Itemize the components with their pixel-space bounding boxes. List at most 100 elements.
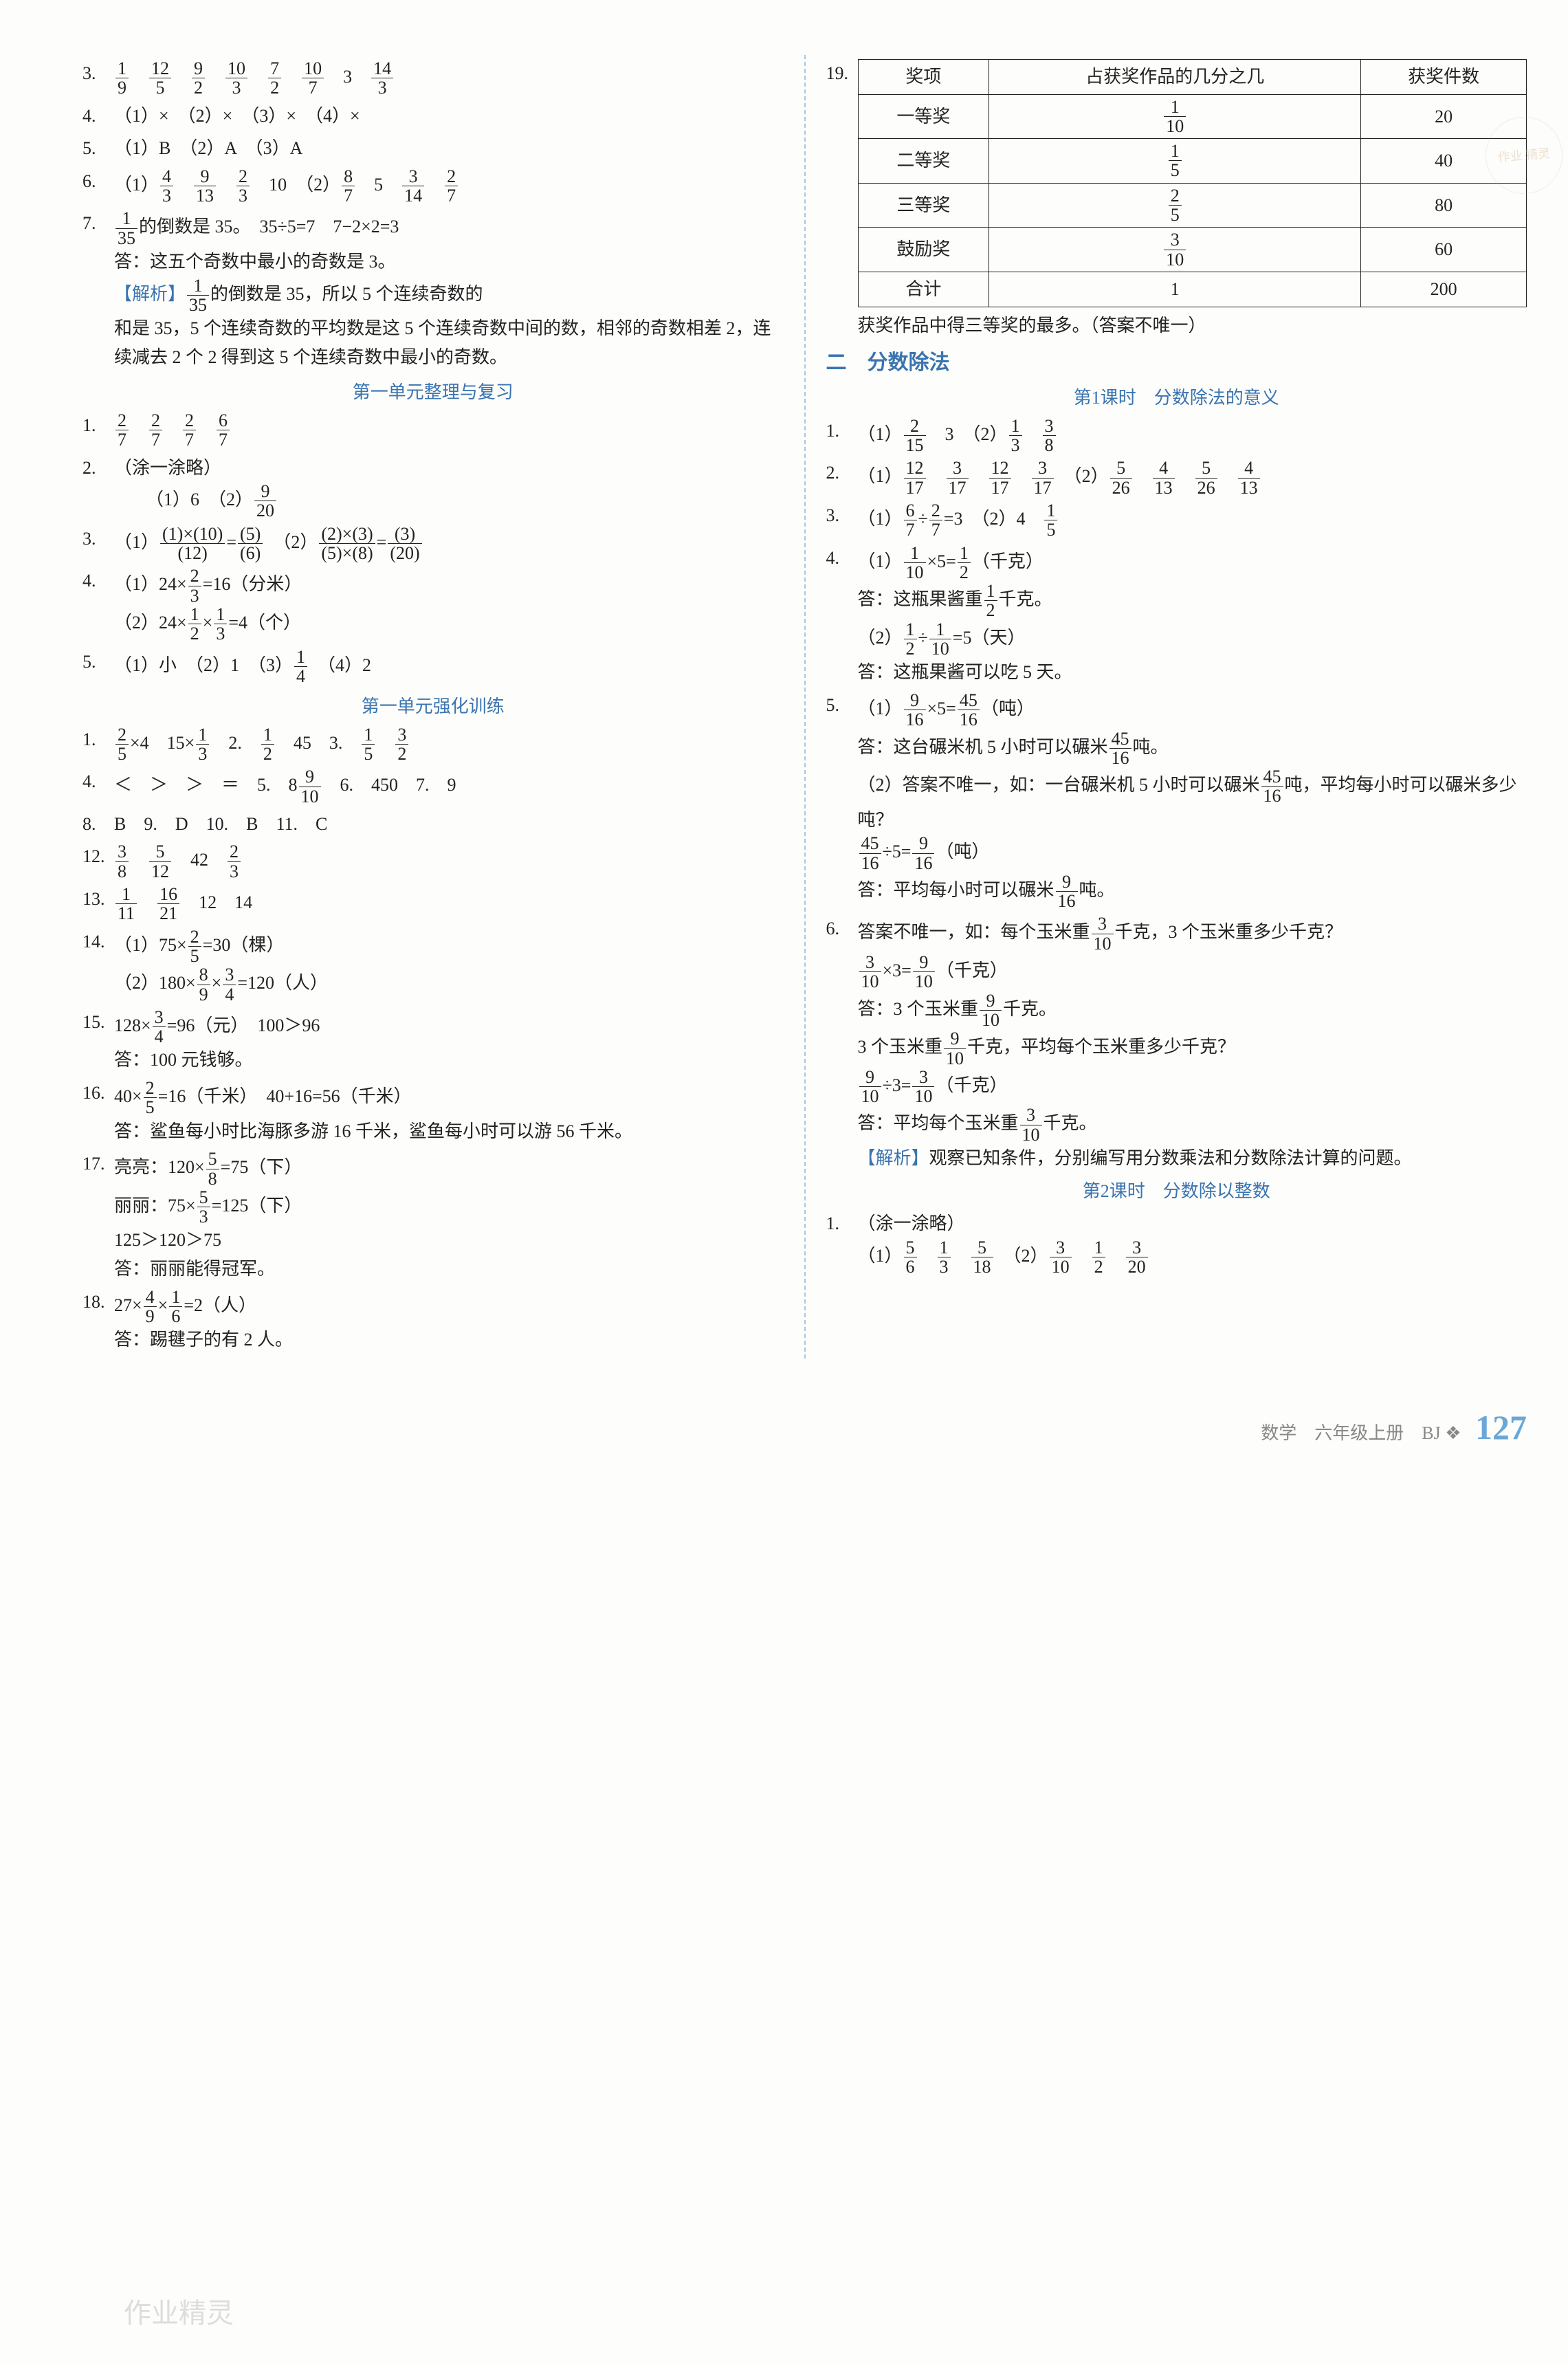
- q6-p1: （1）: [114, 175, 159, 195]
- fraction-denominator: 2: [268, 78, 281, 97]
- s4-text: ＜ ＞ ＞ ＝ 5. 8: [114, 775, 298, 795]
- d4-num: 4.: [826, 544, 858, 573]
- fraction: 413: [1238, 459, 1260, 497]
- fraction-numerator: 9: [912, 834, 934, 853]
- fraction: 12: [261, 725, 274, 764]
- d6-anlabel: 【解析】: [858, 1148, 929, 1168]
- fraction: 910: [913, 953, 935, 991]
- cell: 二等奖: [858, 139, 989, 184]
- fraction-numerator: 1: [984, 582, 997, 601]
- fraction-numerator: 3: [153, 1008, 166, 1027]
- d6-e2m: ÷3=: [883, 1075, 912, 1095]
- d2: 2.（1）1217 317 1217 317 （2）526 413 526 41…: [826, 459, 1527, 497]
- r4-l1b: =16（分米）: [203, 574, 302, 594]
- fraction-denominator: 5: [362, 745, 375, 763]
- d1: 1.（1）215 3 （2）13 38: [826, 417, 1527, 455]
- d5-l3b: （吨）: [936, 842, 989, 861]
- fraction-denominator: 10: [299, 787, 321, 806]
- s14: 14.（1）75×25=30（棵）（2）180×89×34=120（人）: [82, 927, 784, 1004]
- fraction: 4516: [1261, 767, 1283, 806]
- d6-e1m: ×3=: [883, 960, 912, 980]
- fraction-numerator: 9: [944, 1029, 966, 1048]
- fraction-denominator: 10: [1020, 1125, 1042, 1144]
- fraction: 25: [115, 725, 129, 764]
- fraction-denominator: 26: [1110, 479, 1132, 497]
- fraction-numerator: 45: [1261, 767, 1283, 787]
- fraction-numerator: 3: [1032, 459, 1054, 478]
- table-row: 一等奖11020: [858, 94, 1527, 139]
- cell: 15: [989, 139, 1361, 184]
- fraction: 320: [1126, 1238, 1148, 1277]
- fraction-denominator: 5: [149, 78, 171, 97]
- cell: 鼓励奖: [858, 228, 989, 272]
- fraction: 916: [912, 834, 934, 872]
- fraction-numerator: 5: [1110, 459, 1132, 478]
- d3-body: （1）67÷27=3 （2）4 15: [858, 501, 1527, 540]
- r5: 5.（1）小 （2）1 （3）14 （4）2: [82, 648, 784, 686]
- fraction-denominator: 35: [115, 229, 137, 248]
- fraction-numerator: 9: [194, 167, 216, 186]
- fraction: 43: [160, 167, 173, 206]
- fraction-numerator: 4: [144, 1288, 157, 1307]
- d3-p1: （1）: [858, 509, 903, 529]
- r3-f2n: (5): [238, 525, 263, 544]
- fraction-denominator: 13: [194, 186, 216, 205]
- q5-text: （1）B （2）A （3）A: [114, 134, 784, 163]
- fraction: 15: [362, 725, 375, 764]
- fraction: 526: [1195, 459, 1217, 497]
- lesson-2-title: 第2课时 分数除以整数: [826, 1177, 1527, 1206]
- d5: 5. （1）916×5=4516（吨） 答：这台碾米机 5 小时可以碾米4516…: [826, 691, 1527, 911]
- r3-body: （1）(1)×(10)(12)=(5)(6) （2）(2)×(3)(5)×(8)…: [114, 525, 784, 563]
- fraction-numerator: 10: [302, 59, 324, 78]
- fraction-denominator: 5: [188, 947, 201, 965]
- th-0: 奖项: [858, 60, 989, 95]
- d5-num: 5.: [826, 691, 858, 720]
- d1-p1: （1）: [858, 424, 903, 444]
- fraction-numerator: 9: [192, 59, 205, 78]
- column-divider: [804, 55, 806, 1359]
- fraction-numerator: 9: [1056, 872, 1078, 892]
- fraction-denominator: 8: [206, 1169, 219, 1188]
- fraction: 310: [1020, 1106, 1042, 1144]
- d1-body: （1）215 3 （2）13 38: [858, 417, 1527, 455]
- s15: 15.128×34=96（元） 100＞96答：100 元钱够。: [82, 1008, 784, 1075]
- d6-a1: 答：3 个玉米重: [858, 998, 979, 1018]
- fraction: 310: [1164, 230, 1186, 269]
- s18-a: 27×: [114, 1295, 142, 1315]
- r4-body: （1）24×23=16（分米） （2）24×12×13=4（个）: [114, 567, 784, 643]
- s4-body: ＜ ＞ ＞ ＝ 5. 8910 6. 450 7. 9: [114, 767, 784, 806]
- fraction-numerator: 1: [115, 885, 137, 904]
- fraction-denominator: 12: [149, 862, 171, 881]
- th-1: 占获奖作品的几分之几: [989, 60, 1361, 95]
- fraction: 25: [1169, 186, 1182, 225]
- s17-l1a: 亮亮：120×: [114, 1157, 205, 1177]
- cell: 110: [989, 94, 1361, 139]
- fraction-numerator: 4: [160, 167, 173, 186]
- s15-b: =96（元） 100＞96: [167, 1015, 320, 1035]
- r4-l2b: =4（个）: [228, 613, 301, 633]
- d6-num: 6.: [826, 914, 858, 943]
- table-row: 鼓励奖31060: [858, 228, 1527, 272]
- fraction: 913: [194, 167, 216, 206]
- fraction-numerator: 3: [115, 842, 129, 861]
- table-row: 二等奖1540: [858, 139, 1527, 184]
- s14-l1a: （1）75×: [114, 934, 187, 954]
- fraction-numerator: 1: [214, 605, 227, 624]
- d6: 6. 答案不唯一，如：每个玉米重310千克，3 个玉米重多少千克？ 310×3=…: [826, 914, 1527, 1172]
- fraction-denominator: 17: [989, 479, 1011, 497]
- d5-l1b: （吨）: [981, 699, 1035, 718]
- fraction: 103: [225, 59, 247, 98]
- d6-a2b: 千克。: [1044, 1113, 1097, 1133]
- fraction-numerator: 9: [254, 482, 276, 501]
- fraction-denominator: 9: [197, 985, 210, 1004]
- q5-num: 5.: [82, 134, 114, 163]
- fraction-numerator: 12: [989, 459, 1011, 478]
- fraction-numerator: 5: [971, 1238, 993, 1257]
- fraction-numerator: 2: [445, 167, 458, 186]
- fraction: 67: [217, 411, 230, 450]
- fraction-denominator: 16: [904, 710, 926, 729]
- fraction: 27: [929, 501, 942, 540]
- d2-body: （1）1217 317 1217 317 （2）526 413 526 413: [858, 459, 1527, 497]
- s16-num: 16.: [82, 1079, 114, 1108]
- fraction-numerator: 1: [261, 725, 274, 745]
